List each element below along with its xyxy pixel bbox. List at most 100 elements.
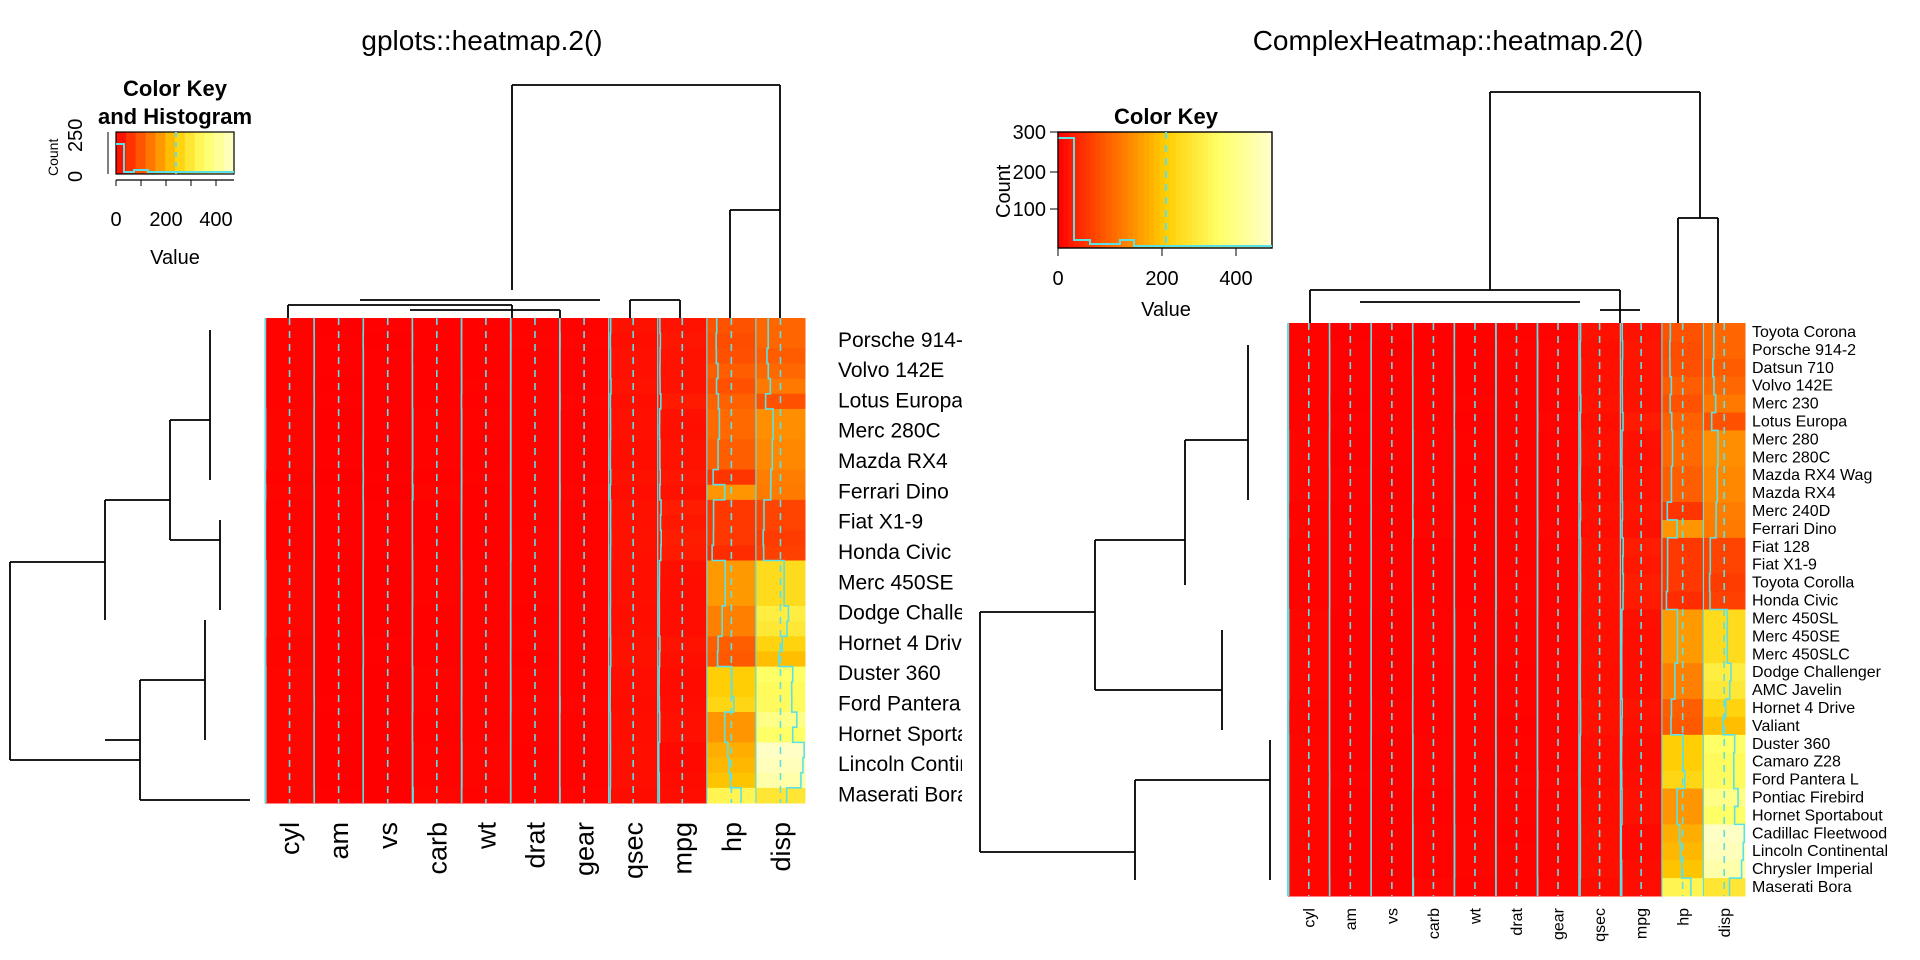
heatmap-cell (1412, 663, 1455, 682)
left-panel-title: gplots::heatmap.2() (361, 25, 602, 56)
left-key-ytick-0: 0 (65, 171, 87, 182)
heatmap-cell (1454, 519, 1497, 539)
heatmap-cell (755, 439, 806, 455)
heatmap-cell (1371, 519, 1414, 539)
heatmap-cell (461, 408, 511, 425)
key-color-bin (1154, 132, 1161, 248)
right-key-ytick-300: 300 (1013, 122, 1046, 144)
key-color-bin (1116, 132, 1123, 248)
column-label-wt: wt (1468, 907, 1485, 925)
column-label-disp: disp (1717, 908, 1734, 937)
heatmap-cell (1329, 519, 1372, 539)
column-label-am: am (1343, 908, 1360, 930)
column-label-gear: gear (1551, 907, 1568, 940)
heatmap-cell (1371, 376, 1414, 396)
heatmap-cell (608, 499, 659, 516)
heatmap-cell (363, 712, 413, 728)
heatmap-cell (1412, 609, 1455, 628)
left-key-xtick-0: 0 (110, 209, 121, 231)
heatmap-cell (559, 681, 610, 698)
key-color-bin (214, 132, 225, 174)
key-color-bin (1207, 132, 1214, 248)
row-label: Hornet Sportabout (838, 723, 1010, 746)
heatmap-cell (412, 333, 462, 349)
left-key-title-line2: and Histogram (98, 104, 252, 129)
heatmap-cell (1329, 430, 1372, 449)
heatmap-cell (1578, 699, 1621, 718)
right-heatmap: cyl am vs carb wt drat gear qsec mpg hp disp Toyota… (1287, 323, 1888, 942)
heatmap-cell (265, 424, 315, 440)
heatmap-cell (755, 530, 806, 546)
heatmap-cell (657, 515, 708, 531)
heatmap-cell (755, 348, 806, 364)
left-key-xlabel: Value (150, 247, 200, 269)
heatmap-cell (461, 772, 511, 789)
heatmap-cell (1329, 609, 1372, 628)
heatmap-cell (1537, 412, 1580, 431)
key-color-bin (1218, 132, 1225, 248)
key-color-bin (1143, 132, 1150, 248)
heatmap-cell (510, 621, 561, 637)
column-label-cyl: cyl (1301, 908, 1318, 928)
heatmap-cell (1412, 699, 1455, 718)
column-label-hp: hp (1675, 908, 1692, 926)
heatmap-cell (1329, 573, 1372, 593)
heatmap-cell (1537, 323, 1580, 342)
heatmap-cell (314, 499, 364, 516)
heatmap-cell (265, 712, 315, 728)
heatmap-cell (706, 439, 757, 455)
heatmap-cell (314, 439, 364, 455)
heatmap-cell (1495, 323, 1538, 342)
heatmap-cell (706, 696, 757, 713)
trace-line (711, 318, 742, 803)
heatmap-cell (608, 787, 659, 804)
heatmap-cell (1703, 573, 1746, 593)
heatmap-cell (461, 439, 511, 455)
row-label: Valiant (1752, 718, 1800, 735)
heatmap-cell (608, 772, 659, 789)
heatmap-cell (412, 772, 462, 789)
heatmap-cell (510, 772, 561, 789)
key-color-bin (1223, 132, 1230, 248)
trace-line (609, 318, 612, 803)
heatmap-cell (461, 499, 511, 516)
column-label-mpg: mpg (668, 822, 698, 875)
trace-line (762, 318, 805, 803)
heatmap-cell (1288, 842, 1331, 861)
heatmap-cell (1661, 376, 1704, 396)
heatmap-cell (314, 318, 364, 334)
heatmap-cell (314, 348, 364, 364)
heatmap-cell (1537, 376, 1580, 396)
column-label-am: am (324, 822, 354, 860)
heatmap-cell (1371, 466, 1414, 485)
heatmap-cell (1620, 555, 1663, 575)
heatmap-cell (657, 333, 708, 349)
key-color-bin (125, 132, 137, 174)
heatmap-cell (1454, 663, 1497, 682)
heatmap-cell (1661, 699, 1704, 718)
heatmap-cell (1495, 430, 1538, 449)
column-label-qsec: qsec (1592, 908, 1609, 942)
row-label: Fiat 128 (1752, 539, 1810, 556)
heatmap-cell (1537, 842, 1580, 861)
key-color-bin (1084, 132, 1091, 248)
heatmap-cell (755, 499, 806, 516)
heatmap-cell (1578, 323, 1621, 342)
heatmap-cell (706, 621, 757, 637)
heatmap-cell (706, 515, 757, 531)
key-color-bin (1234, 132, 1241, 248)
heatmap-cell (1412, 466, 1455, 485)
heatmap-cell (1288, 412, 1331, 431)
key-color-bin (1239, 132, 1246, 248)
heatmap-cell (1661, 466, 1704, 485)
heatmap-cell (1578, 806, 1621, 825)
left-key-gradient (116, 132, 235, 174)
row-label: Ferrari Dino (1752, 521, 1837, 538)
heatmap-cell (1537, 555, 1580, 575)
heatmap-cell (1412, 430, 1455, 449)
heatmap-cell (755, 621, 806, 637)
heatmap-cell (1703, 699, 1746, 718)
row-label: Dodge Challenger (838, 602, 1007, 625)
heatmap-cell (363, 333, 413, 349)
